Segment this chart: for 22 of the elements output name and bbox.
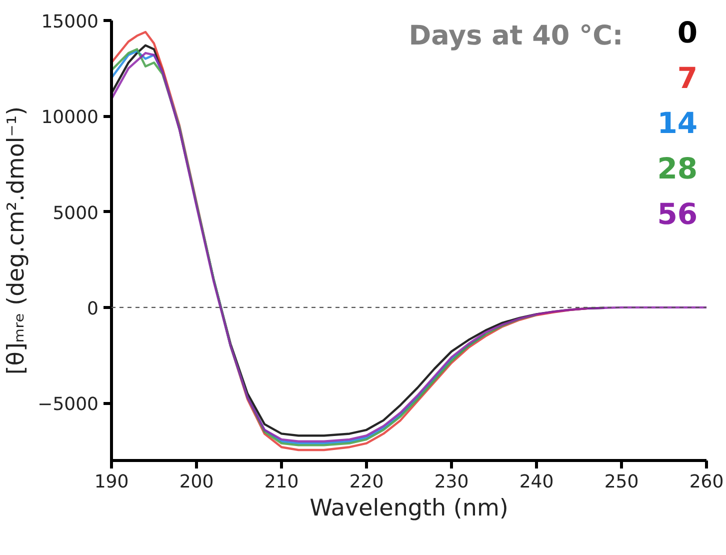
y-tick-label: 10000	[41, 107, 99, 128]
y-tick-label: 5000	[52, 202, 99, 224]
x-tick-label: 190	[94, 472, 129, 492]
text: 0	[677, 16, 698, 50]
text: 14	[657, 106, 698, 140]
x-tick-label: 210	[264, 472, 299, 492]
x-tick-label: 220	[349, 472, 384, 492]
y-tick-label: 15000	[41, 12, 99, 32]
y-tick-label: −5000	[38, 394, 98, 416]
y-tick-label: 0	[87, 298, 98, 320]
line-series	[112, 52, 706, 442]
x-tick-label: 240	[519, 472, 554, 492]
y-axis-title: [θ]ₘᵣₑ (deg.cm².dmol⁻¹)	[4, 106, 30, 375]
text: 7	[677, 60, 698, 95]
text: 56	[657, 196, 698, 231]
x-tick-label: 250	[604, 472, 639, 492]
x-tick-label: 200	[179, 472, 214, 492]
x-tick-label: 230	[434, 472, 469, 492]
x-axis-title: Wavelength (nm)	[310, 496, 508, 522]
legend-title: Days at 40 °C:	[408, 20, 624, 52]
x-tick-label: 260	[689, 472, 724, 492]
text: 28	[657, 151, 698, 186]
